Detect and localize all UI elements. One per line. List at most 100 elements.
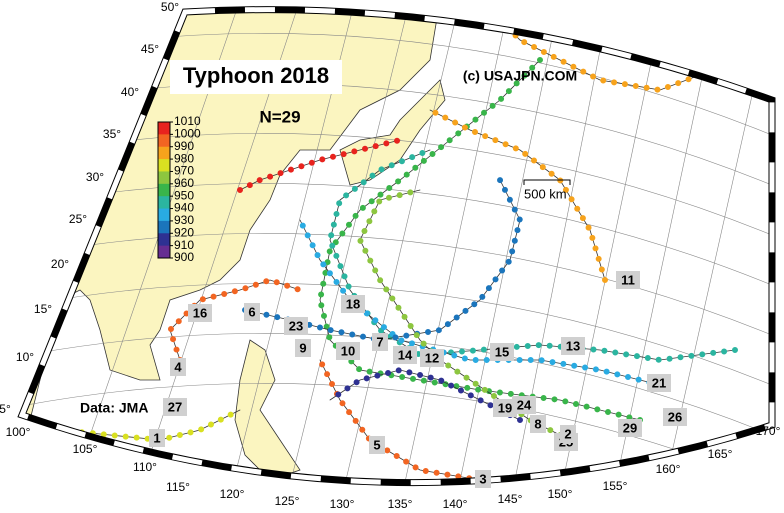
lat-label: 10°: [16, 350, 34, 364]
storm-label-box: [284, 317, 308, 335]
track-dots: [327, 366, 523, 423]
lon-label: 120°: [220, 487, 245, 501]
storm-label: 26: [668, 409, 682, 424]
lon-label: 115°: [166, 480, 190, 494]
colorbar-label: 970: [174, 164, 194, 178]
storm-label: 14: [398, 347, 413, 362]
lon-label: 160°: [656, 462, 681, 476]
storm-label: 3: [479, 471, 486, 486]
storm-label-box: [372, 333, 388, 351]
storm-label-box: [393, 346, 417, 364]
storm-label: 29: [623, 420, 637, 435]
colorbar-segment: [158, 196, 170, 210]
lat-label: 15°: [34, 302, 52, 316]
track-dots: [237, 137, 403, 193]
frame-dash: [18, 7, 775, 486]
lat-label: 5°: [0, 402, 11, 416]
lon-label: 150°: [548, 487, 573, 501]
colorbar-frame: [157, 121, 171, 259]
storm-label-box: [369, 436, 385, 454]
storm-label: 18: [346, 296, 360, 311]
title-box: [170, 60, 342, 94]
track-dots: [316, 57, 643, 423]
land: [234, 339, 301, 481]
storm-label-box: [561, 337, 585, 355]
storm-label-box: [493, 399, 517, 417]
colorbar-label: 920: [174, 225, 194, 239]
count: N=29: [259, 107, 300, 126]
colorbar-label: 950: [174, 188, 194, 202]
colorbar-label: 990: [174, 139, 194, 153]
storm-label: 21: [652, 375, 666, 390]
colorbar-segment: [158, 233, 170, 247]
lat-label: 45°: [141, 42, 159, 56]
source: Data: JMA: [80, 400, 148, 416]
lat-label: 35°: [103, 127, 121, 141]
storm-label: 7: [376, 334, 383, 349]
storm-label: 12: [425, 350, 439, 365]
colorbar-segment: [158, 208, 170, 222]
lon-label: 135°: [388, 497, 413, 511]
colorbar-segment: [158, 171, 170, 185]
lon-label: 145°: [498, 492, 523, 506]
colorbar-label: 910: [174, 238, 194, 252]
colorbar-label: 940: [174, 201, 194, 215]
lon-label: 130°: [330, 497, 355, 511]
lat-label: 30°: [86, 170, 104, 184]
lat-label: 50°: [161, 0, 179, 14]
colorbar-label: 900: [174, 250, 194, 264]
title: Typhoon 2018: [183, 63, 329, 88]
storm-label: 23: [289, 318, 303, 333]
track-dots: [497, 17, 743, 94]
storm-label-box: [420, 349, 444, 367]
lon-label: 105°: [73, 442, 98, 456]
storm-label-box: [490, 343, 514, 361]
colorbar-label: 960: [174, 176, 194, 190]
storm-label: 5: [373, 437, 380, 452]
lon-label: 110°: [133, 460, 157, 474]
storm-label-box: [475, 470, 491, 488]
storm-label: 13: [566, 338, 580, 353]
land: [339, 79, 446, 186]
colorbar-label: 1010: [174, 114, 201, 128]
copyright: (c) USAJPN.COM: [463, 68, 577, 84]
lat-label: 20°: [51, 257, 69, 271]
storm-label: 10: [341, 343, 355, 358]
storm-label: 8: [534, 416, 541, 431]
storm-label: 9: [299, 340, 306, 355]
storm-label: 15: [495, 344, 509, 359]
lon-label: 155°: [603, 479, 628, 493]
lon-label: 125°: [275, 494, 300, 508]
storm-label-box: [618, 419, 642, 437]
storm-label-box: [530, 415, 546, 433]
storm-label-box: [295, 339, 311, 357]
scale-label: 500 km: [524, 186, 567, 201]
storm-label: 27: [168, 399, 182, 414]
colorbar-segment: [158, 159, 170, 172]
storm-label-box: [188, 304, 212, 322]
storm-label: 4: [174, 359, 182, 374]
colorbar-segment: [158, 134, 170, 148]
lon-label: 165°: [708, 447, 733, 461]
storm-label-box: [616, 271, 640, 289]
storm-label-box: [149, 429, 165, 447]
storm-label-box: [341, 295, 365, 313]
scale-bar: [523, 179, 571, 185]
track-dots: [427, 107, 608, 283]
lat-label: 25°: [69, 212, 87, 226]
storm-label-box: [647, 374, 671, 392]
lat-label: 40°: [121, 85, 139, 99]
storm-label-box: [663, 408, 687, 426]
colorbar-segment: [158, 183, 170, 197]
storm-label: 19: [498, 400, 512, 415]
track-dots: [242, 177, 524, 344]
colorbar-segment: [158, 220, 170, 234]
storm-label: 2: [564, 426, 571, 441]
track-dots: [166, 276, 303, 363]
storm-label-box: [244, 303, 260, 321]
storm-label-box: [170, 358, 186, 376]
colorbar-segment: [158, 122, 170, 135]
storm-label-box: [336, 342, 360, 360]
lon-label: 170°: [756, 424, 781, 438]
